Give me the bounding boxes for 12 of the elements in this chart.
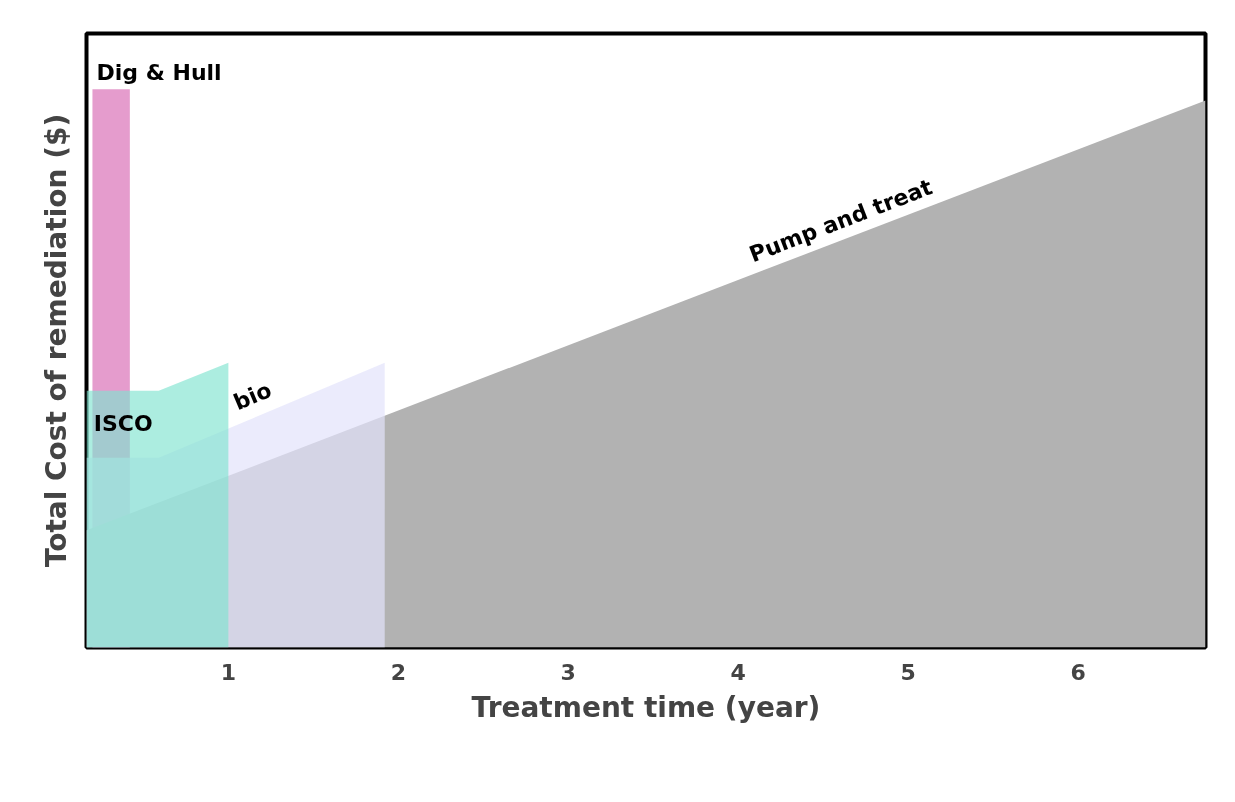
text: Pump and treat bbox=[745, 174, 937, 268]
x-axis-title: Treatment time (year) bbox=[471, 690, 821, 724]
text: bio bbox=[229, 377, 276, 416]
x-tick-label: 2 bbox=[390, 659, 406, 685]
series-label: Dig & Hull bbox=[96, 60, 222, 86]
x-tick-label: 5 bbox=[900, 659, 916, 685]
series-label: ISCO bbox=[93, 410, 153, 436]
x-tick-label: 4 bbox=[730, 659, 746, 685]
x-tick-label: 6 bbox=[1070, 659, 1086, 685]
x-tick-label: 3 bbox=[560, 659, 576, 685]
y-axis-title: Total Cost of remediation ($) bbox=[39, 113, 73, 568]
x-tick-label: 1 bbox=[220, 659, 237, 685]
